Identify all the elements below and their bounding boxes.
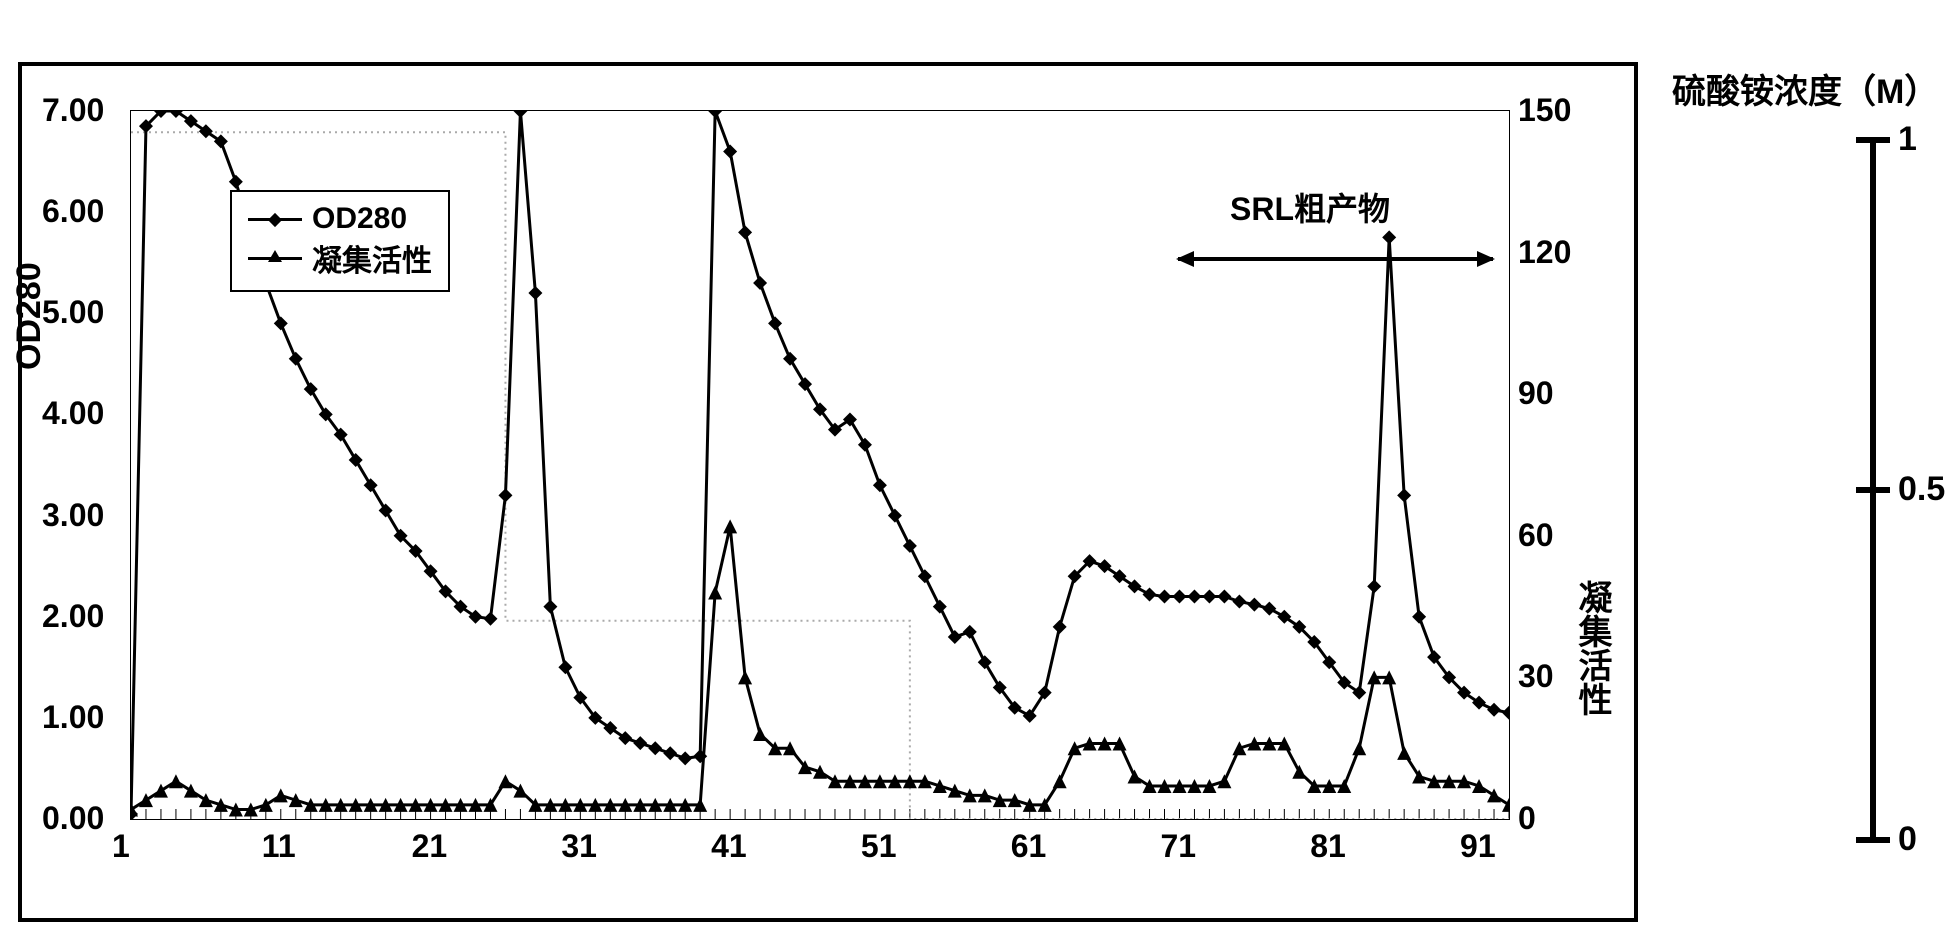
legend-marker-triangle (248, 257, 302, 260)
y-left-tick: 7.00 (42, 92, 104, 129)
srl-annotation-arrow (1178, 257, 1493, 261)
y-left-tick: 1.00 (42, 699, 104, 736)
y-left-tick: 6.00 (42, 193, 104, 230)
y-axis-right-label: 凝集活性 (1568, 580, 1617, 716)
legend-item-agglutination: 凝集活性 (248, 236, 432, 280)
y-right-tick: 30 (1518, 658, 1554, 695)
y-left-tick: 2.00 (42, 598, 104, 635)
y-left-tick: 4.00 (42, 395, 104, 432)
x-tick: 71 (1160, 828, 1196, 865)
legend-item-od280: OD280 (248, 202, 432, 236)
srl-annotation-label: SRL粗产物 (1230, 184, 1390, 230)
y-right-tick: 150 (1518, 92, 1571, 129)
y-axis-left-label: OD280 (10, 262, 49, 370)
far-axis-tick-top (1856, 137, 1890, 143)
x-tick: 31 (561, 828, 597, 865)
far-right-tick: 1 (1898, 120, 1917, 159)
legend-box: OD280 凝集活性 (230, 190, 450, 292)
far-axis-tick-bottom (1856, 837, 1890, 843)
y-right-tick: 0 (1518, 800, 1536, 837)
x-tick: 41 (711, 828, 747, 865)
y-left-tick: 5.00 (42, 294, 104, 331)
legend-label-1: 凝集活性 (312, 236, 432, 280)
far-right-axis-title: 硫酸铵浓度（M） (1672, 64, 1938, 113)
x-tick: 1 (112, 828, 130, 865)
far-right-axis-line (1870, 140, 1876, 840)
x-tick: 51 (861, 828, 897, 865)
far-right-tick: 0.5 (1898, 470, 1945, 509)
y-right-tick: 60 (1518, 517, 1554, 554)
far-axis-tick-mid (1856, 487, 1890, 493)
y-right-tick: 90 (1518, 375, 1554, 412)
legend-label-0: OD280 (312, 202, 407, 236)
y-left-tick: 3.00 (42, 497, 104, 534)
x-tick: 81 (1310, 828, 1346, 865)
x-tick: 21 (412, 828, 448, 865)
x-tick: 91 (1460, 828, 1496, 865)
x-tick: 11 (262, 828, 296, 865)
legend-marker-diamond (248, 218, 302, 221)
far-right-tick: 0 (1898, 820, 1917, 859)
y-left-tick: 0.00 (42, 800, 104, 837)
x-tick: 61 (1011, 828, 1047, 865)
y-right-tick: 120 (1518, 234, 1571, 271)
